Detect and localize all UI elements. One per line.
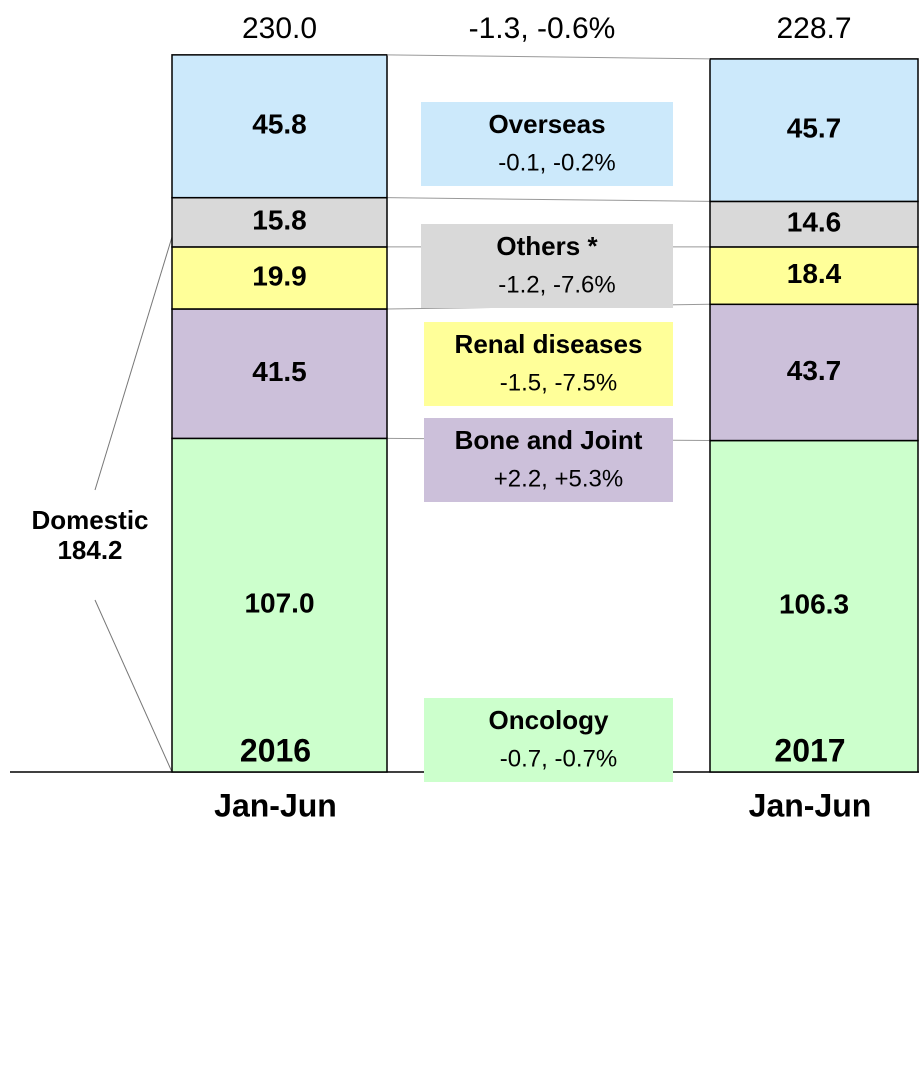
connector-line — [386, 54, 711, 60]
x-tick-label: Jan-Jun — [214, 787, 337, 823]
bar-segment — [171, 437, 388, 773]
legend-label: Oncology — [489, 705, 609, 735]
bar-segment — [171, 54, 388, 199]
change-label: +2.2, +5.3% — [494, 465, 623, 492]
bar-segment — [709, 439, 919, 773]
change-label: -1.5, -7.5% — [500, 369, 617, 396]
change-label: -0.7, -0.7% — [500, 745, 617, 772]
total-label: 230.0 — [242, 12, 317, 45]
series-box — [424, 698, 673, 782]
data-label: 43.7 — [787, 355, 842, 386]
data-label: 107.0 — [244, 588, 314, 619]
legend-label: Bone and Joint — [455, 425, 643, 455]
change-label: -0.1, -0.2% — [498, 149, 615, 176]
series-box — [421, 102, 673, 186]
x-tick-label: Jan-Jun — [749, 787, 872, 823]
data-label: 41.5 — [252, 356, 307, 387]
bar-segment — [709, 58, 919, 203]
data-label: 14.6 — [787, 207, 842, 238]
series-box — [421, 224, 673, 308]
x-tick-label: 2017 — [774, 732, 845, 768]
legend-label: Overseas — [488, 109, 605, 139]
data-label: 18.4 — [787, 258, 842, 289]
legend-label: Renal diseases — [455, 329, 643, 359]
domestic-label: Domestic — [31, 505, 148, 535]
data-label: 15.8 — [252, 205, 307, 236]
total-label: 228.7 — [776, 12, 851, 45]
bar-segment — [171, 246, 388, 310]
domestic-value: 184.2 — [57, 535, 122, 565]
series-box — [424, 322, 673, 406]
legend-label: Others * — [496, 231, 598, 261]
connector-line — [386, 197, 711, 202]
bar-segment — [171, 196, 388, 248]
data-label: 19.9 — [252, 260, 307, 291]
x-tick-label: 2016 — [240, 732, 311, 768]
bar-segment — [709, 246, 919, 306]
series-box — [424, 418, 673, 502]
data-label: 45.7 — [787, 113, 842, 144]
change-label: -1.2, -7.6% — [498, 271, 615, 298]
bracket-line — [94, 236, 173, 491]
data-label: 45.8 — [252, 109, 307, 140]
bar-segment — [709, 200, 919, 248]
bracket-line — [94, 599, 173, 773]
data-label: 106.3 — [779, 589, 849, 620]
total-change: -1.3, -0.6% — [469, 12, 616, 45]
